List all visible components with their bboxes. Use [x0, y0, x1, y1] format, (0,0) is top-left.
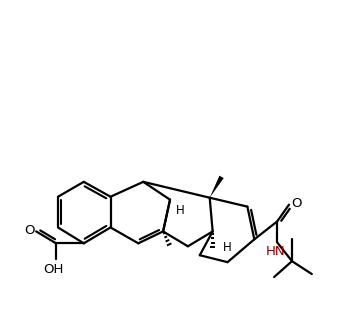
Text: O: O: [292, 197, 302, 210]
Polygon shape: [210, 176, 224, 198]
Text: H: H: [223, 241, 232, 254]
Text: O: O: [24, 224, 34, 237]
Text: OH: OH: [43, 263, 63, 276]
Text: HN: HN: [265, 245, 285, 258]
Text: H: H: [176, 204, 184, 217]
